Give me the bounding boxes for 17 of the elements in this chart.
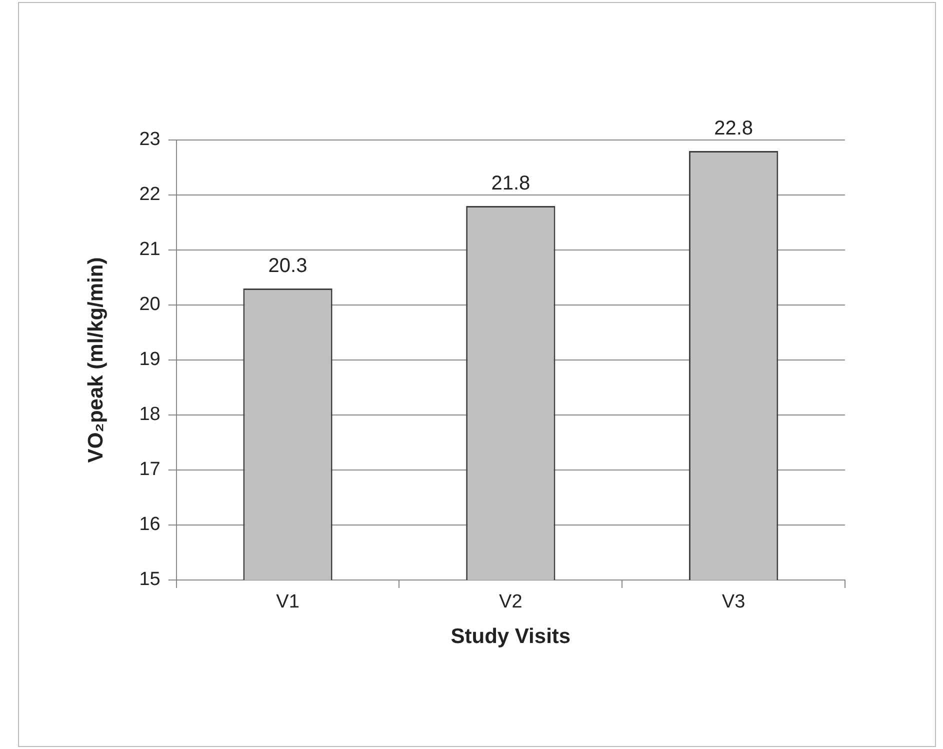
y-tick-label: 19: [139, 349, 160, 370]
x-tick-label: V1: [276, 592, 300, 613]
x-tick-label: V2: [499, 592, 522, 613]
y-tick-label: 17: [139, 459, 160, 480]
y-axis-title: VO₂peak (ml/kg/min): [84, 257, 108, 463]
y-tick-label: 20: [139, 294, 160, 316]
x-axis-title: Study Visits: [450, 625, 571, 648]
y-tick-label: 16: [139, 514, 160, 536]
y-tick-label: 22: [139, 184, 160, 206]
data-label: 21.8: [491, 172, 530, 195]
y-tick-label: 15: [139, 569, 160, 590]
y-tick-label: 23: [139, 129, 160, 150]
x-tick-label: V3: [722, 592, 746, 613]
data-label: 22.8: [714, 118, 754, 140]
data-label: 20.3: [268, 255, 308, 278]
y-tick-label: 18: [139, 404, 160, 426]
y-tick-label: 21: [139, 239, 160, 260]
